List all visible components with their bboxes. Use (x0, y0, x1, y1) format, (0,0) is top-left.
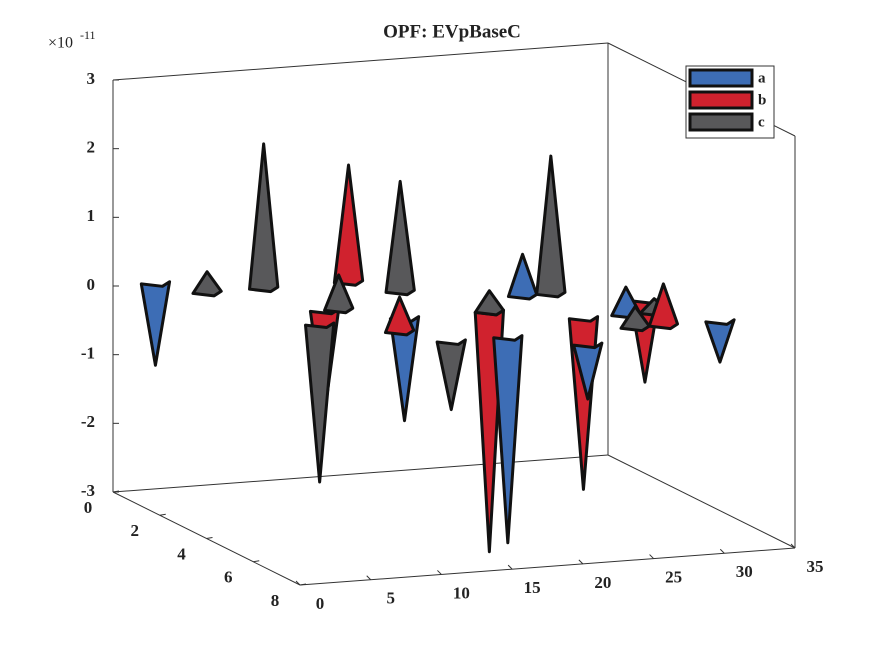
y-tick (253, 560, 260, 563)
spike (506, 252, 539, 301)
z-multiplier: ×10 (48, 35, 73, 52)
marks (139, 142, 736, 554)
y-tick-label: 8 (271, 591, 280, 610)
z-exponent: -11 (80, 28, 96, 42)
spike (535, 154, 567, 299)
x-tick (295, 580, 301, 586)
spike (647, 282, 680, 331)
x-tick-label: 30 (736, 562, 753, 581)
y-tick (159, 513, 166, 516)
x-tick-label: 15 (524, 578, 541, 597)
axis-line (607, 454, 796, 549)
spike (332, 163, 365, 287)
x-tick (507, 564, 513, 570)
spike (567, 315, 600, 491)
z-tick-label: 1 (87, 206, 96, 225)
x-tick-label: 5 (386, 589, 395, 608)
legend: abc (685, 65, 775, 139)
x-tick (649, 554, 654, 559)
y-tick-label: 4 (177, 544, 186, 563)
y-tick (112, 490, 120, 493)
axis-line (299, 547, 796, 586)
x-tick-label: 0 (316, 594, 325, 613)
y-tick-label: 0 (84, 498, 93, 517)
legend-swatch (688, 68, 754, 88)
x-tick (790, 543, 796, 549)
x-tick (578, 559, 584, 565)
spike (492, 334, 524, 545)
y-tick (299, 583, 307, 586)
z-tick-label: 0 (87, 275, 96, 294)
axis-line (112, 42, 609, 81)
y-tick (206, 537, 213, 539)
z-tick-label: -1 (81, 344, 95, 363)
spike (248, 142, 280, 294)
legend-swatch (688, 90, 754, 110)
z-tick-label: -2 (81, 412, 95, 431)
z-tick-label: 2 (87, 138, 96, 157)
y-tick-label: 6 (224, 568, 233, 587)
x-tick-label: 25 (665, 567, 682, 586)
x-tick (719, 548, 725, 554)
z-tick-label: -3 (81, 481, 95, 500)
x-tick-label: 35 (807, 557, 824, 576)
spike (572, 341, 604, 401)
legend-swatch (688, 112, 754, 132)
spike (323, 273, 355, 315)
chart-title: OPF: EVpBaseC (383, 21, 521, 42)
x-tick (437, 570, 442, 575)
spike (384, 179, 416, 297)
x-tick-label: 20 (594, 573, 611, 592)
spike (473, 289, 505, 317)
legend-label: c (758, 114, 765, 130)
spike (704, 318, 736, 364)
spike (139, 280, 172, 367)
spike (435, 338, 467, 412)
legend-label: a (758, 70, 766, 86)
x-tick-label: 10 (453, 583, 470, 602)
y-tick-label: 2 (131, 521, 140, 540)
x-tick (366, 575, 372, 581)
spike (619, 305, 651, 333)
z-tick-label: 3 (87, 69, 96, 88)
axis-line (112, 454, 609, 493)
spike (304, 321, 336, 484)
legend-label: b (758, 92, 766, 108)
spike (191, 270, 223, 298)
spike (383, 295, 416, 337)
